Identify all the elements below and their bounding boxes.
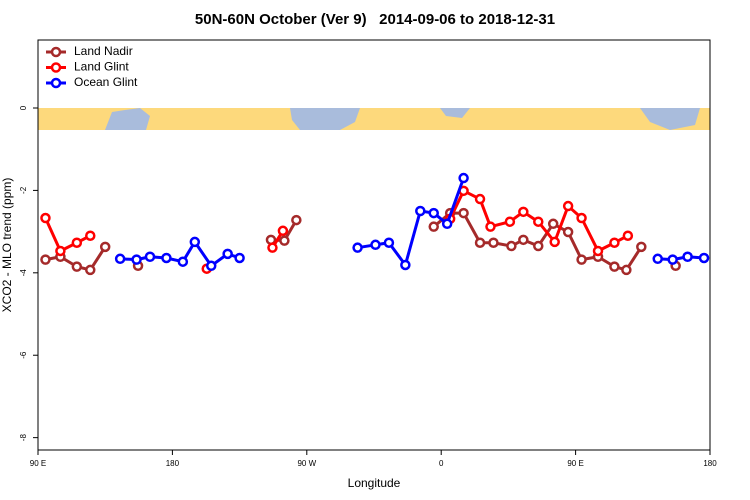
chart-title: 50N-60N October (Ver 9) 2014-09-06 to 20… bbox=[195, 11, 555, 28]
data-point bbox=[99, 241, 111, 253]
data-point bbox=[428, 221, 439, 232]
data-point bbox=[234, 252, 245, 264]
data-point bbox=[667, 254, 678, 265]
data-point bbox=[415, 205, 426, 217]
data-point bbox=[504, 216, 516, 227]
data-point bbox=[621, 264, 632, 276]
legend-label: Ocean Glint bbox=[74, 75, 138, 89]
data-point bbox=[518, 206, 529, 218]
x-tick-label: 180 bbox=[703, 459, 717, 468]
data-point bbox=[609, 261, 620, 272]
data-point bbox=[189, 236, 201, 248]
data-point bbox=[71, 237, 83, 248]
data-point bbox=[267, 242, 278, 253]
data-point bbox=[131, 254, 142, 265]
data-point bbox=[458, 207, 469, 219]
legend-label: Land Glint bbox=[74, 60, 129, 74]
map-land bbox=[290, 108, 360, 130]
data-point bbox=[441, 218, 453, 230]
data-point bbox=[161, 252, 172, 264]
map-land bbox=[105, 108, 150, 130]
data-point bbox=[518, 234, 529, 246]
data-point bbox=[370, 239, 381, 251]
data-point bbox=[144, 251, 156, 262]
data-point bbox=[636, 241, 647, 253]
y-tick-label: -4 bbox=[19, 269, 28, 277]
x-axis-label: Longitude bbox=[348, 476, 401, 490]
data-point bbox=[506, 240, 517, 252]
x-tick-label: 90 E bbox=[567, 459, 583, 468]
data-point bbox=[400, 259, 411, 271]
data-point bbox=[698, 252, 710, 264]
data-point bbox=[562, 226, 574, 238]
data-point bbox=[458, 172, 469, 184]
data-point bbox=[485, 221, 496, 232]
data-point bbox=[488, 237, 499, 248]
data-point bbox=[547, 218, 559, 230]
map-strip bbox=[38, 108, 710, 130]
data-point bbox=[576, 254, 587, 265]
data-point bbox=[474, 237, 486, 248]
data-point bbox=[622, 230, 634, 241]
x-tick-label: 0 bbox=[439, 459, 444, 468]
data-point bbox=[205, 260, 217, 272]
data-point bbox=[609, 237, 620, 248]
legend-label: Land Nadir bbox=[74, 44, 133, 58]
data-point bbox=[576, 212, 587, 224]
data-point bbox=[114, 253, 126, 265]
y-tick-label: -2 bbox=[19, 186, 28, 194]
data-point bbox=[40, 254, 51, 265]
data-point bbox=[474, 193, 486, 205]
legend-marker bbox=[50, 62, 62, 73]
data-point bbox=[222, 248, 233, 260]
data-point bbox=[85, 230, 96, 241]
legend-marker bbox=[50, 46, 62, 58]
plot-frame bbox=[37, 39, 711, 451]
x-tick-label: 90 W bbox=[297, 459, 316, 468]
data-point bbox=[428, 207, 439, 219]
data-point bbox=[533, 216, 544, 227]
data-point bbox=[549, 236, 560, 248]
data-point bbox=[533, 240, 544, 252]
y-tick-label: 0 bbox=[19, 105, 28, 110]
data-point bbox=[352, 242, 363, 253]
y-axis-label: XCO2 - MLO trend (ppm) bbox=[0, 178, 14, 313]
x-tick-label: 180 bbox=[166, 459, 180, 468]
data-point bbox=[40, 212, 51, 224]
data-point bbox=[279, 235, 290, 246]
data-point bbox=[652, 253, 663, 265]
map-ocean bbox=[38, 108, 710, 130]
y-tick-label: -6 bbox=[19, 351, 28, 359]
legend-marker bbox=[50, 77, 62, 89]
data-point bbox=[291, 214, 302, 226]
y-tick-label: -8 bbox=[19, 434, 28, 442]
data-point bbox=[277, 225, 289, 237]
data-point bbox=[562, 200, 574, 212]
data-point bbox=[383, 237, 395, 248]
map-land bbox=[640, 108, 700, 130]
map-land bbox=[440, 108, 470, 118]
data-point bbox=[177, 256, 189, 267]
x-tick-label: 90 E bbox=[30, 459, 46, 468]
data-point bbox=[682, 251, 693, 262]
data-point bbox=[71, 261, 83, 272]
data-point bbox=[85, 264, 96, 276]
data-point bbox=[55, 245, 66, 257]
data-point bbox=[592, 245, 604, 257]
